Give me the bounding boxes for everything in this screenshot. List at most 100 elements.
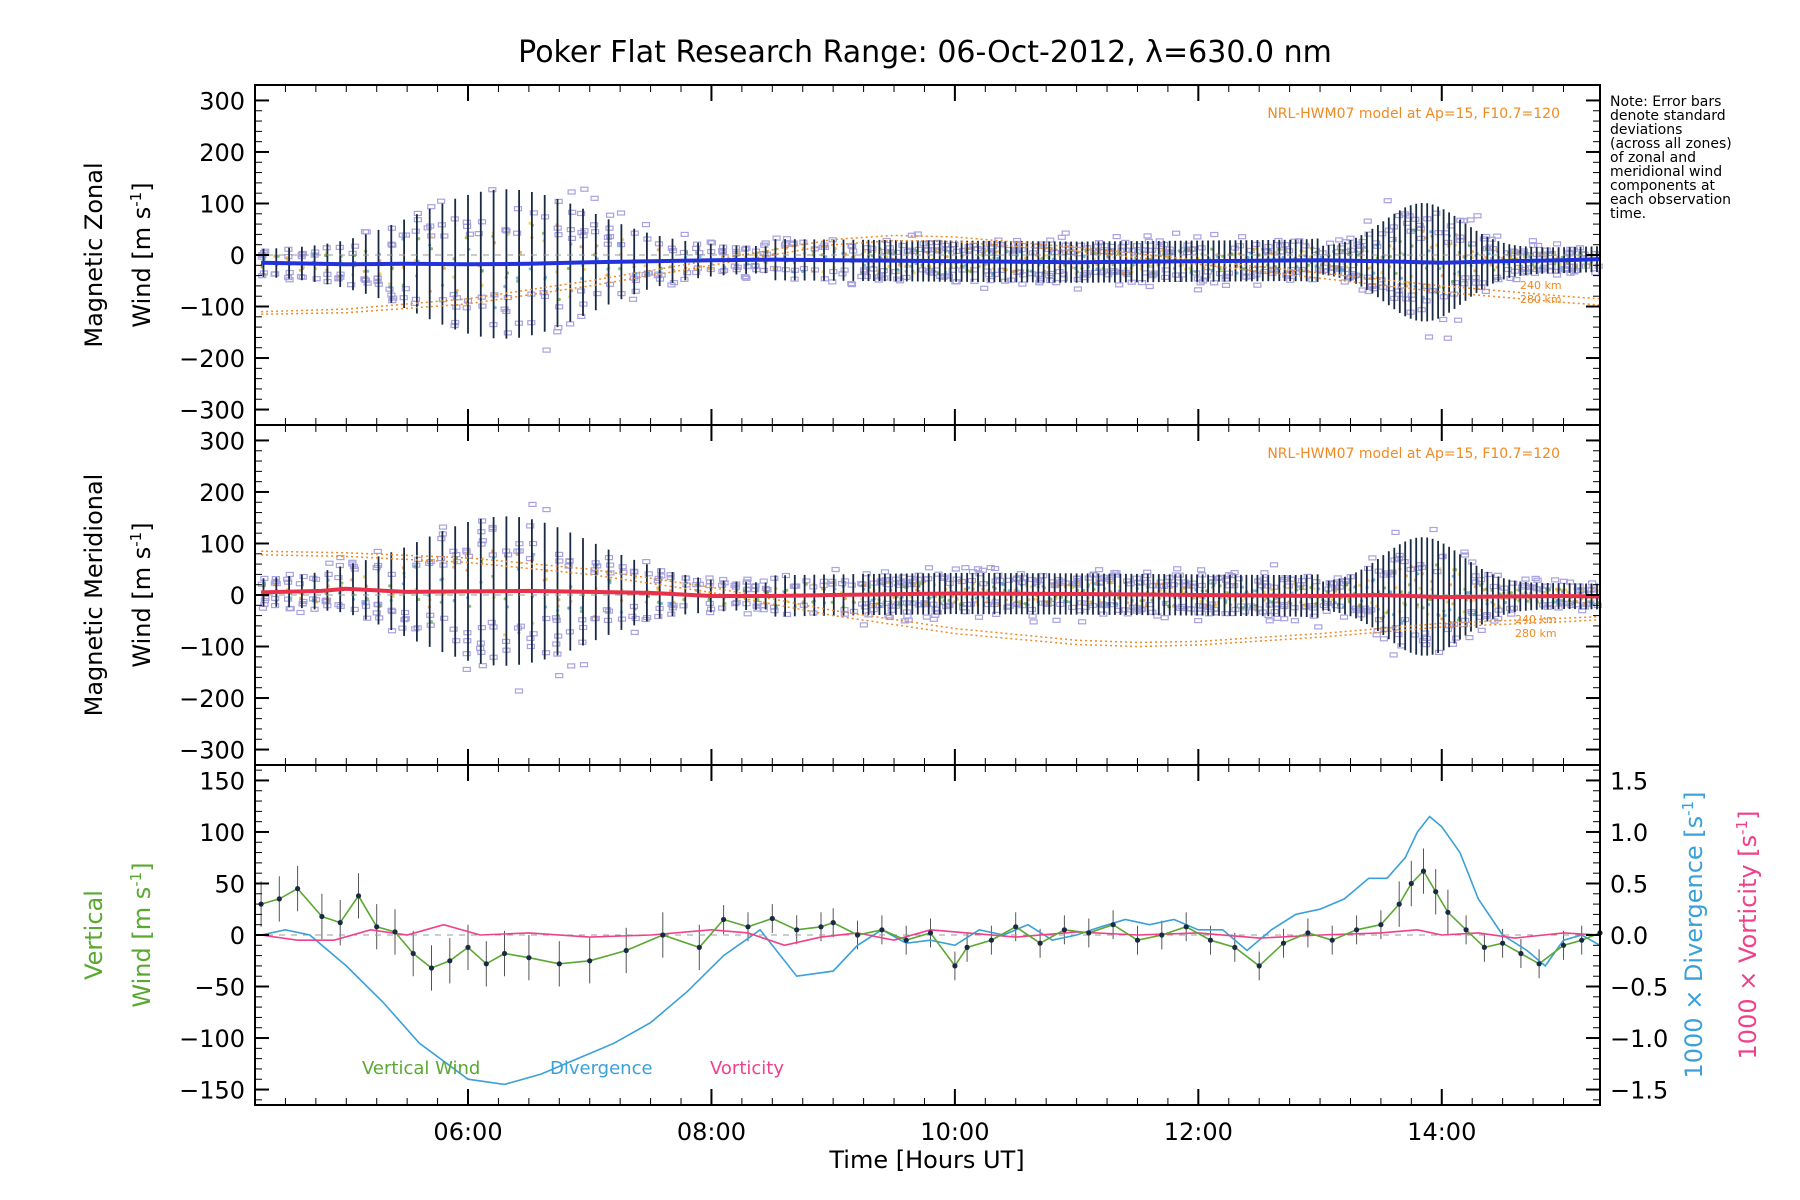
wind-sample-marker xyxy=(452,638,461,644)
wind-sample-marker xyxy=(296,609,305,616)
zone-sample-point xyxy=(1182,586,1186,590)
wind-sample-marker xyxy=(411,296,420,302)
wind-sample-marker xyxy=(969,242,978,248)
meridional-panel: 300 200 100 0 −100 −200 −300 NRL-HWM07 model a… xyxy=(80,424,1602,766)
wind-sample-marker xyxy=(324,571,333,578)
unit-text: Wind [m s xyxy=(128,547,156,668)
zone-sample-point xyxy=(1056,583,1060,587)
wind-sample-marker xyxy=(426,622,435,628)
wind-sample-marker xyxy=(512,230,522,236)
wind-sample-marker xyxy=(1253,282,1262,288)
legend-vorticity: Vorticity xyxy=(710,1058,784,1079)
meridional-axes: 300 200 100 0 −100 −200 −300 xyxy=(179,427,1600,765)
note-text: Note: Error bars denote standard deviati… xyxy=(1610,94,1732,222)
y2-tick-label: 0.0 xyxy=(1610,922,1648,950)
zone-sample-point xyxy=(391,594,395,599)
wind-sample-marker xyxy=(1591,270,1600,276)
wind-sample-marker xyxy=(1161,274,1170,280)
zone-sample-point xyxy=(1509,591,1513,595)
note-line: meridional wind xyxy=(1610,164,1722,180)
wind-sample-marker xyxy=(388,608,397,615)
wind-sample-marker xyxy=(542,615,551,622)
wind-sample-marker xyxy=(488,187,497,193)
note-line: (across all zones) xyxy=(1610,136,1732,152)
divergence-axis-label: 1000 × Divergence [s-1] xyxy=(1679,791,1708,1078)
wind-sample-marker xyxy=(576,210,586,217)
wind-sample-marker xyxy=(1389,652,1398,658)
zone-sample-point xyxy=(804,582,808,586)
zone-sample-point xyxy=(1418,586,1422,591)
wind-sample-marker xyxy=(857,601,867,607)
wind-sample-marker xyxy=(1411,632,1420,638)
zone-sample-point xyxy=(945,255,949,259)
vertical-panel: 150 100 50 0 −50 −100 −150 1.5 1.0 0.5 0.0 −0.5 −1.… xyxy=(80,764,1762,1106)
unit-superscript: -1 xyxy=(1733,820,1751,835)
wind-sample-marker xyxy=(1193,234,1202,240)
vertical-wind-point xyxy=(1110,922,1116,928)
vertical-wind-point xyxy=(587,958,593,964)
wind-sample-marker xyxy=(311,576,321,582)
wind-sample-marker xyxy=(1237,234,1247,240)
vertical-wind-point xyxy=(623,947,629,954)
wind-sample-marker xyxy=(552,641,561,647)
wind-sample-marker xyxy=(1451,635,1461,641)
wind-sample-marker xyxy=(743,576,752,582)
wind-sample-marker xyxy=(761,240,770,246)
wind-sample-marker xyxy=(1465,634,1474,641)
wind-sample-marker xyxy=(914,572,923,578)
wind-sample-marker xyxy=(859,622,869,628)
unit-text: Wind [m s xyxy=(128,207,156,328)
wind-sample-marker xyxy=(593,291,602,297)
vertical-wind-point xyxy=(1433,889,1439,895)
wind-sample-marker xyxy=(641,222,651,228)
wind-sample-marker xyxy=(718,248,727,255)
zone-sample-point xyxy=(711,267,715,271)
wind-sample-marker xyxy=(440,233,449,239)
vertical-wind-point xyxy=(927,930,934,936)
wind-sample-marker xyxy=(1416,235,1425,241)
wind-sample-marker xyxy=(284,596,293,602)
wind-sample-marker xyxy=(1196,567,1206,573)
wind-sample-marker xyxy=(283,576,292,582)
wind-sample-marker xyxy=(1394,631,1403,638)
zone-sample-point xyxy=(698,254,702,259)
y-tick-label: −100 xyxy=(179,1025,245,1053)
zone-sample-point xyxy=(579,245,583,249)
zone-sample-point xyxy=(875,602,880,606)
zone-sample-point xyxy=(502,633,507,637)
vertical-wind-point xyxy=(1280,940,1287,946)
wind-sample-marker xyxy=(667,282,676,288)
zone-sample-point xyxy=(1389,590,1393,594)
wind-sample-marker xyxy=(488,524,497,531)
wind-sample-marker xyxy=(753,606,762,612)
note-line: of zonal and xyxy=(1610,150,1696,166)
zone-sample-point xyxy=(843,596,848,601)
wind-sample-marker xyxy=(541,650,551,656)
vertical-wind-point xyxy=(1061,927,1067,933)
note-line: denote standard xyxy=(1610,108,1726,124)
wind-sample-marker xyxy=(1379,636,1389,642)
vertical-wind-point xyxy=(1183,924,1189,930)
mean-wind-line xyxy=(261,257,1601,267)
wind-sample-marker xyxy=(770,575,779,581)
y-tick-label: 0 xyxy=(230,922,245,950)
wind-sample-marker xyxy=(363,615,372,621)
wind-sample-marker xyxy=(667,611,676,617)
wind-sample-marker xyxy=(840,611,849,617)
wind-sample-marker xyxy=(1068,604,1077,611)
meridional-model-label: NRL-HWM07 model at Ap=15, F10.7=120 xyxy=(1267,446,1560,462)
wind-sample-marker xyxy=(285,571,294,578)
y-tick-label: 100 xyxy=(199,190,245,218)
zone-sample-point xyxy=(1023,256,1028,260)
wind-sample-marker xyxy=(411,626,420,632)
meridional-y-axis-label-line2: Wind [m s-1] xyxy=(127,522,156,667)
zone-sample-point xyxy=(897,602,902,606)
vertical-wind-point xyxy=(465,944,471,951)
vertical-wind-point xyxy=(903,937,909,943)
wind-sample-marker xyxy=(567,235,577,241)
wind-sample-marker xyxy=(462,305,471,311)
wind-sample-marker xyxy=(590,195,599,201)
vertical-axes: 150 100 50 0 −50 −100 −150 xyxy=(179,767,269,1105)
wind-sample-marker xyxy=(487,619,496,626)
y-tick-label: −300 xyxy=(179,737,245,765)
